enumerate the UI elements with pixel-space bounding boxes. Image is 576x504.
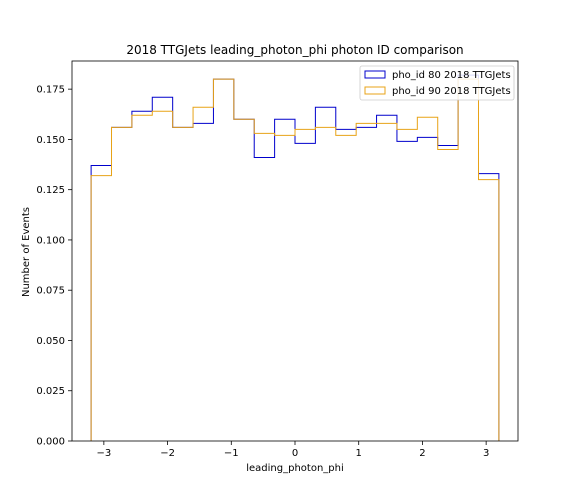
- legend-swatch: [364, 86, 386, 95]
- x-axis-label: leading_photon_phi: [246, 463, 344, 474]
- x-tick-label: −3: [96, 448, 111, 459]
- x-tick-label: −1: [224, 448, 239, 459]
- y-tick-label: 0.075: [36, 286, 65, 297]
- x-axis-ticks: −3 −2 −1 0 1 2 3: [96, 441, 489, 459]
- legend-box: [359, 65, 515, 101]
- y-tick-label: 0.100: [36, 235, 65, 246]
- chart-title: 2018 TTGJets leading_photon_phi photon I…: [126, 43, 463, 57]
- x-tick-label: 1: [356, 448, 362, 459]
- y-tick-label: 0.050: [36, 336, 65, 347]
- series-2: [90, 78, 500, 441]
- legend-swatch: [364, 70, 386, 79]
- x-tick-label: −2: [160, 448, 175, 459]
- y-axis-ticks: 0.000 0.025 0.050 0.075 0.100 0.125 0.150 0.175: [36, 85, 72, 448]
- y-tick-label: 0.175: [36, 85, 65, 96]
- y-tick-label: 0.000: [36, 437, 65, 448]
- x-tick-label: 2: [419, 448, 425, 459]
- legend-label: pho_id 80 2018 TTGJets: [392, 70, 511, 81]
- y-axis-label: Number of Events: [21, 207, 32, 297]
- legend-item: pho_id 90 2018 TTGJets: [364, 86, 511, 97]
- y-tick-label: 0.025: [36, 386, 65, 397]
- y-tick-label: 0.125: [36, 185, 65, 196]
- legend: pho_id 80 2018 TTGJets pho_id 90 2018 TTG…: [359, 65, 515, 101]
- series-2-outline: [90, 78, 500, 441]
- legend-item: pho_id 80 2018 TTGJets: [364, 70, 511, 81]
- x-tick-label: 0: [292, 448, 298, 459]
- legend-label: pho_id 90 2018 TTGJets: [392, 86, 511, 97]
- x-tick-label: 3: [483, 448, 489, 459]
- y-tick-label: 0.150: [36, 135, 65, 146]
